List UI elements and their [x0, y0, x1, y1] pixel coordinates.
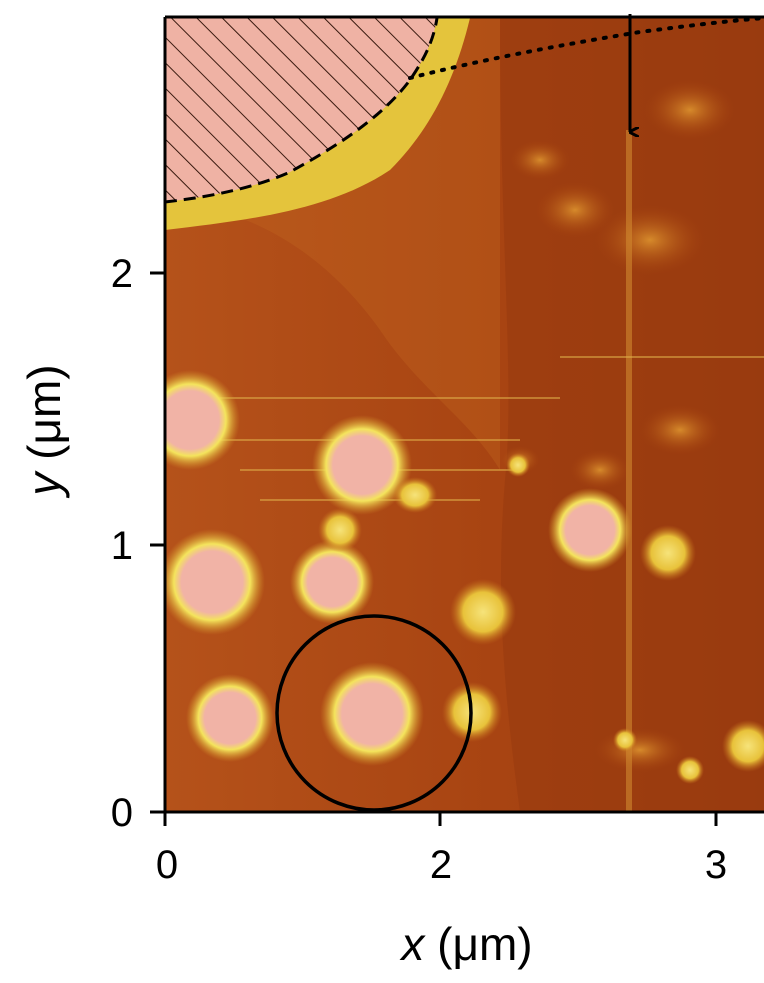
y-axis: 0 1 2 y (μm): [18, 17, 167, 835]
island: [165, 529, 265, 635]
island: [506, 453, 530, 477]
island: [186, 674, 274, 762]
hatched-region: [165, 18, 437, 202]
y-tick-label: 1: [111, 524, 133, 568]
island: [290, 540, 374, 624]
x-tick-label: 2: [430, 843, 452, 887]
islands: [165, 370, 764, 784]
island: [640, 525, 696, 581]
island: [676, 756, 704, 784]
afm-topography-image: [165, 18, 764, 812]
island: [548, 488, 632, 572]
island: [318, 508, 362, 552]
x-tick-label: 3: [705, 843, 727, 887]
island: [722, 720, 764, 772]
x-axis: 0 2 3 x (μm): [156, 810, 764, 970]
dotted-boundary: [408, 16, 764, 80]
x-axis-label: x (μm): [399, 918, 532, 970]
island: [312, 415, 412, 515]
island: [165, 370, 240, 470]
y-tick-label: 0: [111, 791, 133, 835]
vertical-step-line: [626, 130, 632, 812]
y-tick-label: 2: [111, 252, 133, 296]
y-axis-label: y (μm): [18, 364, 70, 498]
highlight-circle: [275, 614, 473, 812]
island: [450, 579, 516, 645]
island: [613, 728, 637, 752]
island: [393, 477, 437, 513]
dashed-boundary: [164, 17, 439, 204]
island: [320, 662, 424, 766]
x-tick-label: 0: [156, 843, 178, 887]
